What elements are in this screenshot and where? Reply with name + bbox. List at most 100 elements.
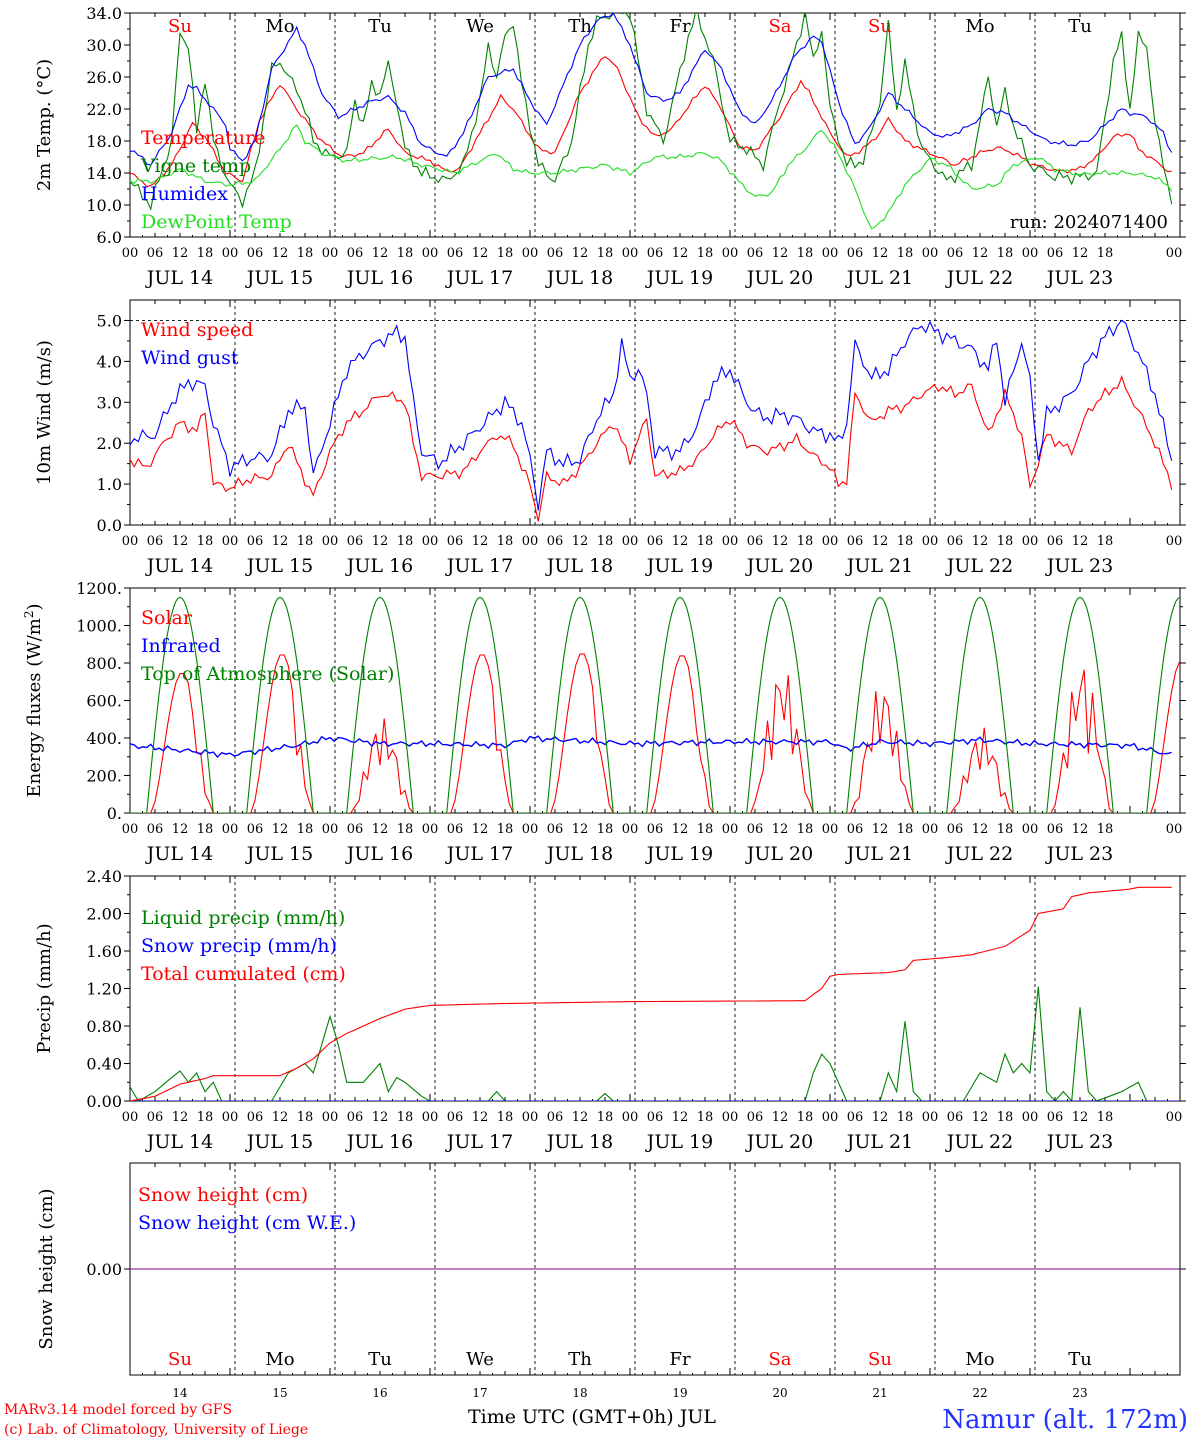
date-label: JUL 22 (945, 843, 1013, 865)
hour-tick-label: 06 (147, 534, 164, 549)
day-number-label: 17 (472, 1386, 487, 1400)
hour-tick-label: 12 (372, 1110, 389, 1125)
date-label: JUL 19 (645, 1131, 713, 1153)
hour-tick-label: 12 (372, 246, 389, 261)
hour-tick-label: 12 (572, 822, 589, 837)
hour-tick-label: 18 (797, 534, 814, 549)
hour-tick-label: 00 (622, 246, 639, 261)
hour-tick-label: 06 (147, 246, 164, 261)
hour-tick-label: 06 (547, 1110, 564, 1125)
day-number-label: 16 (372, 1386, 387, 1400)
weekday-label: Tu (1068, 1349, 1092, 1370)
y-axis: 0. 200. 400. 600. 800. 1000. 1200. (76, 579, 1186, 823)
hour-tick-label: 00 (122, 246, 139, 261)
date-label: JUL 20 (745, 1131, 813, 1153)
hour-tick-label: 06 (347, 822, 364, 837)
hour-tick-label: 00 (522, 246, 539, 261)
hour-tick-label: 00 (222, 822, 239, 837)
hour-tick-label: 00 (1022, 246, 1039, 261)
y-axis: 6.0 10.0 14.0 18.0 22.0 26.0 30.0 34.0 (86, 4, 1186, 247)
hour-tick-label: 18 (697, 534, 714, 549)
date-label: JUL 21 (845, 267, 913, 289)
hour-tick-label: 12 (1072, 534, 1089, 549)
y-tick-label: 200. (86, 767, 122, 786)
date-label: JUL 14 (145, 267, 213, 289)
date-label: JUL 20 (745, 267, 813, 289)
hour-tick-label: 18 (797, 1110, 814, 1125)
y-tick-label: 26.0 (86, 68, 122, 87)
hour-tick-label: 12 (772, 534, 789, 549)
series-line-temperature (130, 56, 1172, 188)
series-line-humidex (130, 13, 1173, 166)
hour-tick-label: 06 (247, 1110, 264, 1125)
y-tick-label: 1.0 (97, 475, 122, 494)
hour-tick-label: 06 (347, 246, 364, 261)
weekday-label: We (466, 1349, 494, 1370)
weekday-label: Su (868, 1349, 892, 1370)
weekday-label: Tu (368, 16, 392, 37)
hour-tick-label: 00 (822, 246, 839, 261)
date-label: JUL 21 (845, 555, 913, 577)
hour-tick-label: 18 (697, 822, 714, 837)
weekday-label: Tu (368, 1349, 392, 1370)
hour-tick-label: 00 (222, 534, 239, 549)
legend-entry: Vigne temp (140, 155, 251, 177)
hour-tick-label: 12 (472, 246, 489, 261)
hour-tick-label: 12 (1072, 1110, 1089, 1125)
legend-entry: Snow height (cm) (138, 1184, 308, 1206)
hour-tick-label: 12 (372, 534, 389, 549)
panel-frame (129, 587, 1181, 814)
weekday-label: Fr (669, 16, 690, 37)
y-axis-title: Snow height (cm) (36, 1188, 57, 1349)
y-tick-label: 2.40 (86, 867, 122, 886)
weekday-label: Mo (965, 1349, 994, 1370)
legend-entry: Infrared (141, 635, 221, 657)
date-label: JUL 16 (345, 1131, 413, 1153)
hour-tick-label: 00 (722, 1110, 739, 1125)
hour-tick-label: 00 (1022, 534, 1039, 549)
station-label: Namur (alt. 172m) (942, 1405, 1188, 1435)
x-axis: 00 06 12 18 JUL 14 00 06 12 18 JUL 15 00 06 12 18 JUL … (122, 300, 1182, 577)
hour-tick-label: 18 (397, 534, 414, 549)
date-label: JUL 15 (245, 555, 313, 577)
hour-tick-label: 00 (822, 534, 839, 549)
series-group (130, 596, 1180, 813)
date-label: JUL 15 (245, 843, 313, 865)
hour-tick-label: 18 (997, 1110, 1014, 1125)
hour-tick-label: 12 (472, 534, 489, 549)
hour-tick-label: 18 (797, 246, 814, 261)
hour-tick-label: 18 (197, 246, 214, 261)
hour-tick-label: 18 (997, 534, 1014, 549)
hour-tick-label: 06 (847, 246, 864, 261)
hour-tick-label: 06 (847, 822, 864, 837)
hour-tick-label: 18 (997, 246, 1014, 261)
legend-entry: DewPoint Temp (141, 211, 292, 233)
series-line-wind-gust (130, 319, 1173, 511)
hour-tick-label: 18 (397, 822, 414, 837)
hour-tick-label: 00 (1022, 822, 1039, 837)
date-label: JUL 23 (1045, 267, 1113, 289)
hour-tick-label: 12 (872, 534, 889, 549)
footer-model-line: MARv3.14 model forced by GFS (4, 1402, 232, 1418)
hour-tick-label: 00 (622, 822, 639, 837)
hour-tick-label: 12 (872, 246, 889, 261)
date-label: JUL 22 (945, 267, 1013, 289)
legend-entry: Snow precip (mm/h) (141, 935, 337, 957)
y-tick-label: 3.0 (97, 393, 122, 412)
hour-tick-label: 00 (522, 1110, 539, 1125)
hour-tick-label: 06 (447, 246, 464, 261)
hour-tick-label: 12 (472, 1110, 489, 1125)
weekday-label: Mo (265, 16, 294, 37)
series-line-vigne-temp (130, 13, 1173, 212)
hour-tick-label: 12 (972, 822, 989, 837)
hour-tick-label: 12 (572, 246, 589, 261)
y-tick-label: 800. (86, 654, 122, 673)
hour-tick-label: 18 (497, 1110, 514, 1125)
hour-tick-label: 18 (1097, 1110, 1114, 1125)
hour-tick-label: 12 (1072, 822, 1089, 837)
hour-tick-label: 00 (222, 1110, 239, 1125)
hour-tick-label: 12 (872, 1110, 889, 1125)
x-axis: 00 06 12 18 JUL 14 00 06 12 18 JUL 15 00 06 12 18 JUL … (122, 876, 1182, 1153)
hour-tick-label: 00 (522, 534, 539, 549)
